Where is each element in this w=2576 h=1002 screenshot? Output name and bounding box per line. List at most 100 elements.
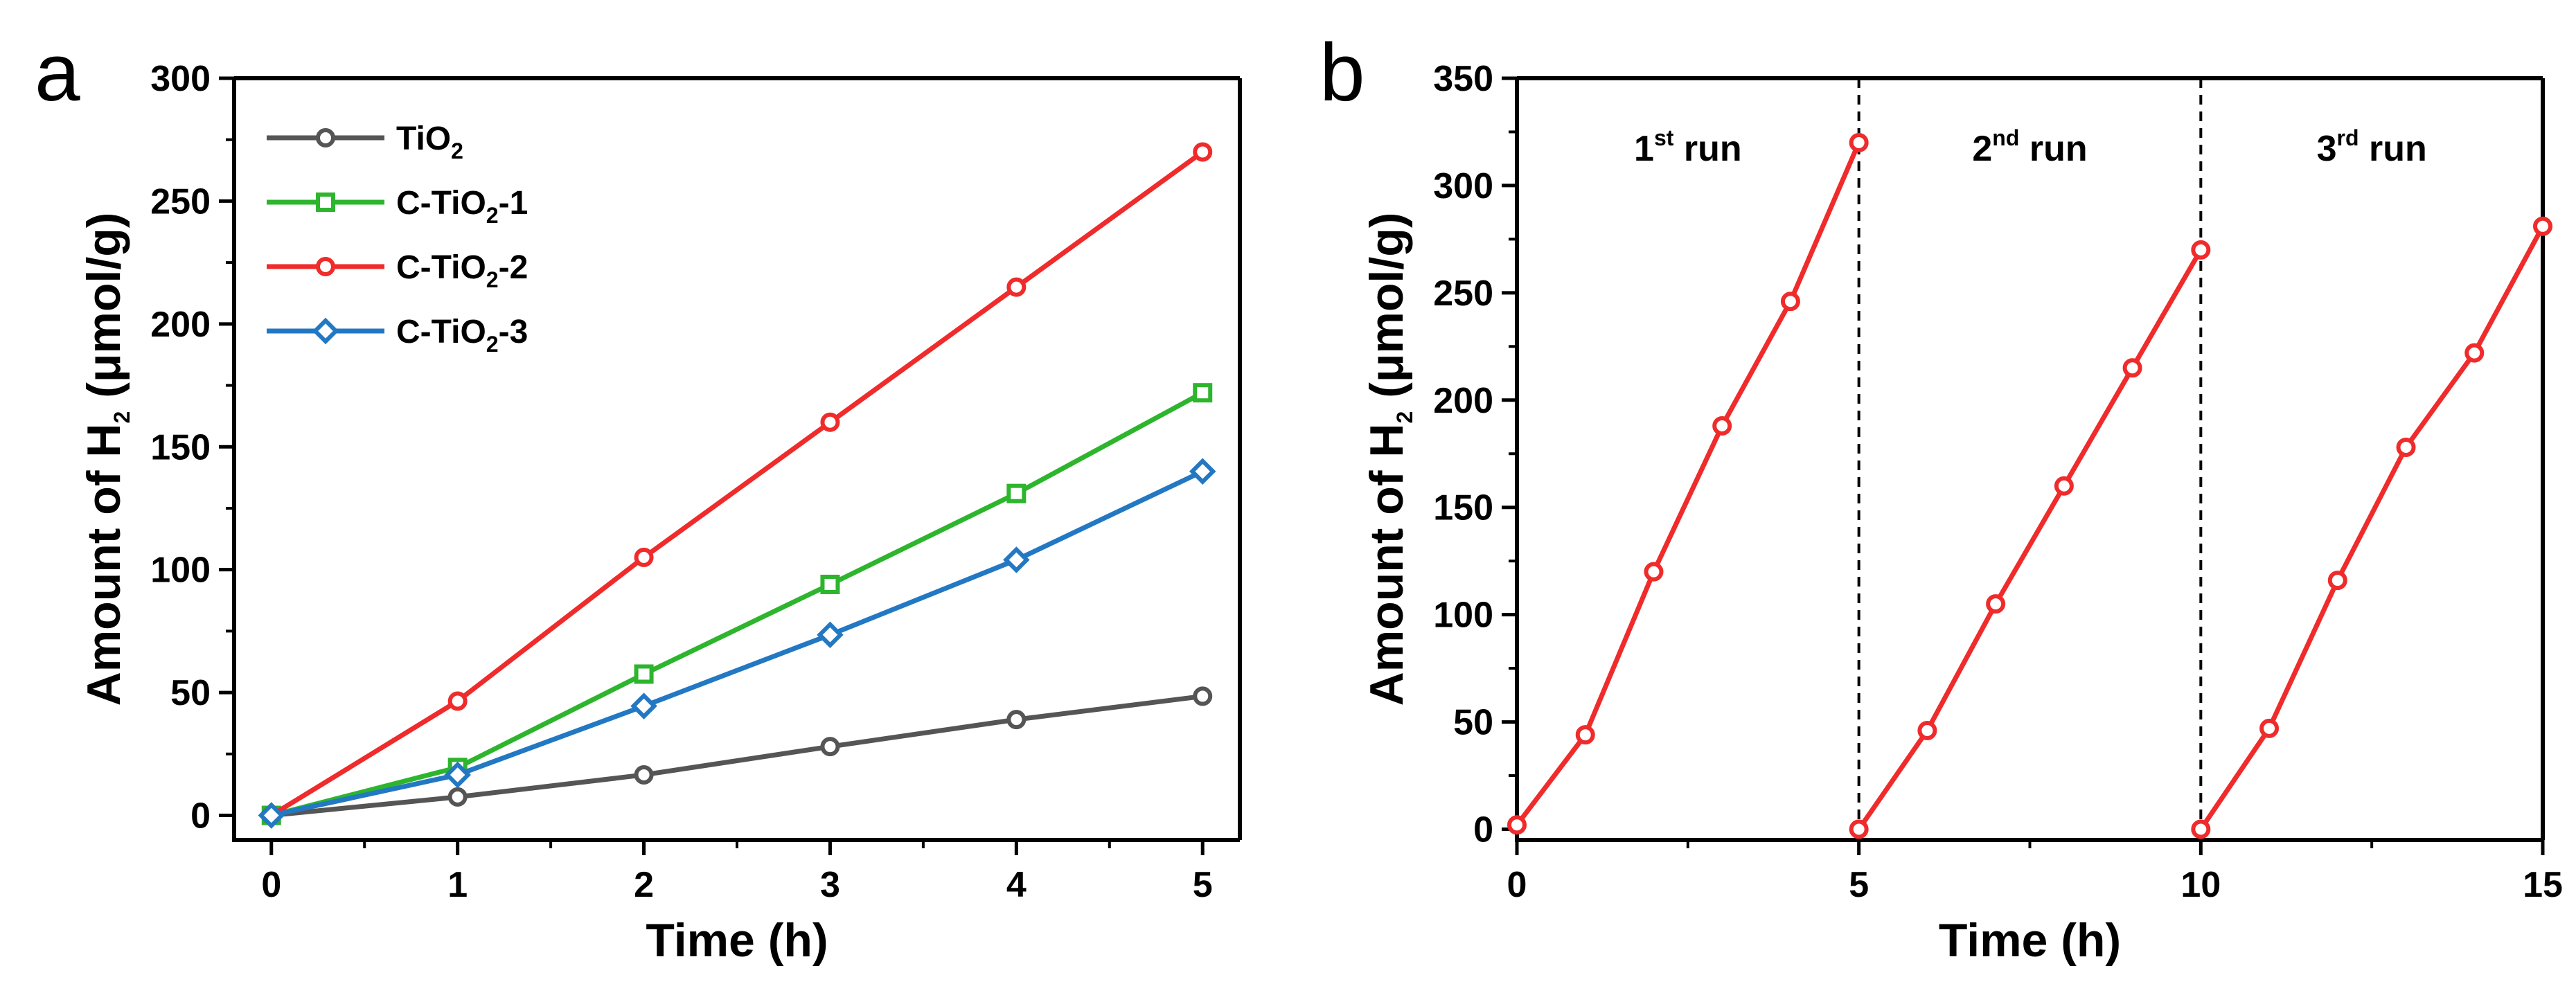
data-point — [2191, 240, 2211, 260]
x-tick-label: 0 — [261, 865, 281, 905]
data-point — [820, 412, 840, 432]
data-point — [1006, 483, 1027, 503]
run-ordinal: rd — [2337, 125, 2359, 150]
y-tick-label: 300 — [150, 59, 211, 99]
data-point — [1917, 720, 1937, 740]
run-label: 3rd run — [2317, 125, 2427, 169]
data-point — [820, 574, 840, 594]
series-line — [271, 469, 1204, 818]
series-line — [271, 693, 1203, 818]
series-line — [1515, 141, 1861, 827]
legend-marker — [316, 193, 335, 212]
y-tick-label: 250 — [1433, 274, 1493, 314]
data-point — [1712, 415, 1732, 436]
data-point — [2533, 216, 2552, 236]
data-point — [2054, 476, 2074, 496]
series-line — [1856, 249, 2203, 831]
data-point — [1193, 686, 1213, 706]
run-number: 3 — [2317, 129, 2337, 169]
legend-label: TiO2 — [396, 120, 463, 163]
y-tick-label: 200 — [1433, 381, 1493, 421]
data-point — [2191, 819, 2211, 839]
data-point — [1849, 819, 1869, 839]
legend-label: C-TiO2-3 — [396, 314, 528, 357]
legend-marker — [316, 128, 335, 147]
run-number: 2 — [1972, 129, 1992, 169]
x-axis-title: Time (h) — [646, 914, 828, 967]
data-point — [820, 737, 840, 757]
data-point — [2259, 718, 2280, 738]
data-point — [817, 621, 844, 648]
data-point — [634, 764, 654, 785]
data-point — [1006, 710, 1027, 730]
y-axis-title-text: (μmol/g) — [1360, 213, 1413, 411]
data-point — [1780, 292, 1800, 312]
x-tick-label: 15 — [2523, 865, 2563, 905]
panel-letter: a — [35, 27, 80, 118]
y-tick-label: 150 — [150, 427, 211, 467]
data-point — [447, 787, 468, 807]
series-line — [270, 391, 1204, 818]
data-point — [1003, 546, 1030, 573]
y-tick-label: 200 — [150, 305, 211, 345]
y-axis-title-text: Amount of H — [1360, 424, 1413, 706]
series-line — [269, 150, 1205, 818]
legend-subscript: 2 — [451, 138, 463, 163]
legend-label: C-TiO2-1 — [396, 185, 528, 228]
legend-text: TiO — [396, 120, 451, 157]
y-axis-title-subscript: 2 — [109, 411, 134, 424]
x-tick-label: 10 — [2180, 865, 2221, 905]
legend-marker — [312, 317, 339, 345]
legend-text: C-TiO — [396, 314, 486, 350]
data-point — [2122, 358, 2142, 378]
y-tick-label: 0 — [1473, 810, 1493, 850]
y-tick-label: 300 — [1433, 166, 1493, 206]
data-point — [1006, 277, 1027, 297]
run-ordinal: nd — [1992, 125, 2019, 150]
y-axis-title-text: (μmol/g) — [78, 213, 130, 411]
y-axis-title-subscript: 2 — [1392, 411, 1417, 424]
run-word: run — [1673, 129, 1741, 169]
data-point — [1193, 142, 1213, 162]
x-tick-label: 0 — [1507, 865, 1527, 905]
series-line — [2199, 225, 2546, 831]
data-point — [1849, 132, 1869, 152]
y-tick-label: 150 — [1433, 488, 1493, 528]
data-point — [444, 761, 471, 789]
run-number: 1 — [1634, 129, 1654, 169]
data-point — [258, 802, 285, 829]
x-tick-label: 4 — [1006, 865, 1027, 905]
x-tick-label: 3 — [820, 865, 840, 905]
legend-text: -3 — [499, 314, 528, 350]
y-tick-label: 50 — [170, 673, 211, 713]
data-point — [2396, 437, 2416, 457]
data-point — [1189, 458, 1216, 485]
data-point — [1644, 562, 1664, 582]
run-word: run — [2359, 129, 2427, 169]
data-point — [1986, 594, 2006, 614]
chart-panel-b: b 0 50 100 150 200 250 300 350 0 5 10 15 Time (h) Amou… — [1320, 27, 2563, 967]
x-tick-label: 5 — [1849, 865, 1869, 905]
y-tick-label: 350 — [1433, 59, 1493, 99]
data-point — [1193, 383, 1213, 403]
y-tick-label: 250 — [150, 181, 211, 222]
legend-subscript: 2 — [486, 332, 499, 357]
legend-subscript: 2 — [486, 267, 499, 292]
run-word: run — [2019, 129, 2087, 169]
data-point — [634, 547, 654, 567]
data-point — [447, 691, 468, 711]
legend-text: C-TiO — [396, 185, 486, 222]
x-axis-title: Time (h) — [1939, 914, 2121, 967]
data-point — [630, 692, 657, 719]
data-point — [1507, 815, 1527, 835]
legend-text: C-TiO — [396, 249, 486, 286]
axis-frame — [232, 78, 1240, 842]
x-tick-label: 2 — [634, 865, 654, 905]
run-label: 2nd run — [1972, 125, 2087, 169]
legend-marker — [316, 257, 335, 276]
y-tick-label: 50 — [1453, 703, 1493, 743]
data-point — [634, 664, 654, 684]
y-tick-label: 100 — [1433, 596, 1493, 636]
legend-text: -2 — [499, 249, 528, 286]
legend-text: -1 — [499, 185, 528, 222]
